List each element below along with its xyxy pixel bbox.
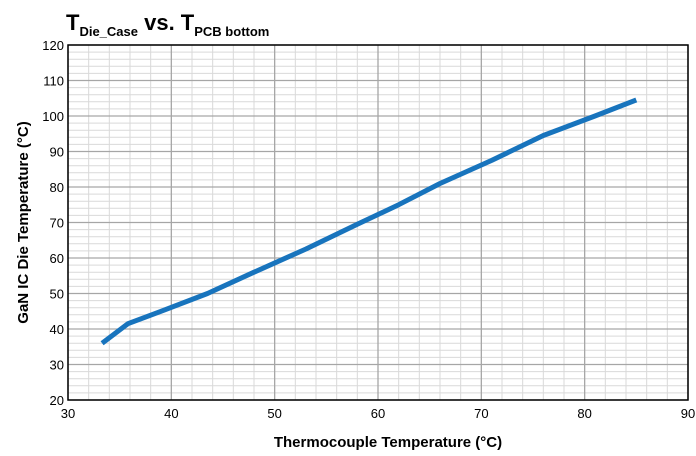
x-tick-label: 50: [267, 406, 281, 421]
y-axis-title: GaN IC Die Temperature (°C): [15, 121, 32, 323]
x-tick-label: 60: [371, 406, 385, 421]
major-grid: [67, 44, 689, 401]
x-axis-title: Thermocouple Temperature (°C): [274, 434, 502, 451]
y-axis-ticks: 20 30 40 50 60 70 80 90 100 110 120: [42, 38, 64, 408]
x-axis-ticks: 30 40 50 60 70 80 90: [61, 406, 695, 421]
series-line: [100, 97, 638, 346]
y-tick-label: 80: [50, 180, 64, 195]
chart-title-text: TDie_Case vs. TPCB bottom: [66, 10, 269, 39]
chart-title: TDie_Case vs. TPCB bottom: [66, 10, 269, 39]
y-tick-label: 60: [50, 251, 64, 266]
y-tick-label: 120: [42, 38, 64, 53]
y-tick-label: 30: [50, 358, 64, 373]
y-tick-label: 100: [42, 109, 64, 124]
y-tick-label: 20: [50, 393, 64, 408]
y-tick-label: 50: [50, 287, 64, 302]
x-tick-label: 90: [681, 406, 695, 421]
y-tick-label: 90: [50, 145, 64, 160]
x-tick-label: 80: [577, 406, 591, 421]
y-tick-label: 40: [50, 322, 64, 337]
x-tick-label: 40: [164, 406, 178, 421]
y-tick-label: 70: [50, 216, 64, 231]
x-tick-label: 30: [61, 406, 75, 421]
y-tick-label: 110: [43, 74, 64, 89]
plot-frame: [67, 44, 689, 401]
series-group: [100, 97, 638, 346]
x-tick-label: 70: [474, 406, 488, 421]
